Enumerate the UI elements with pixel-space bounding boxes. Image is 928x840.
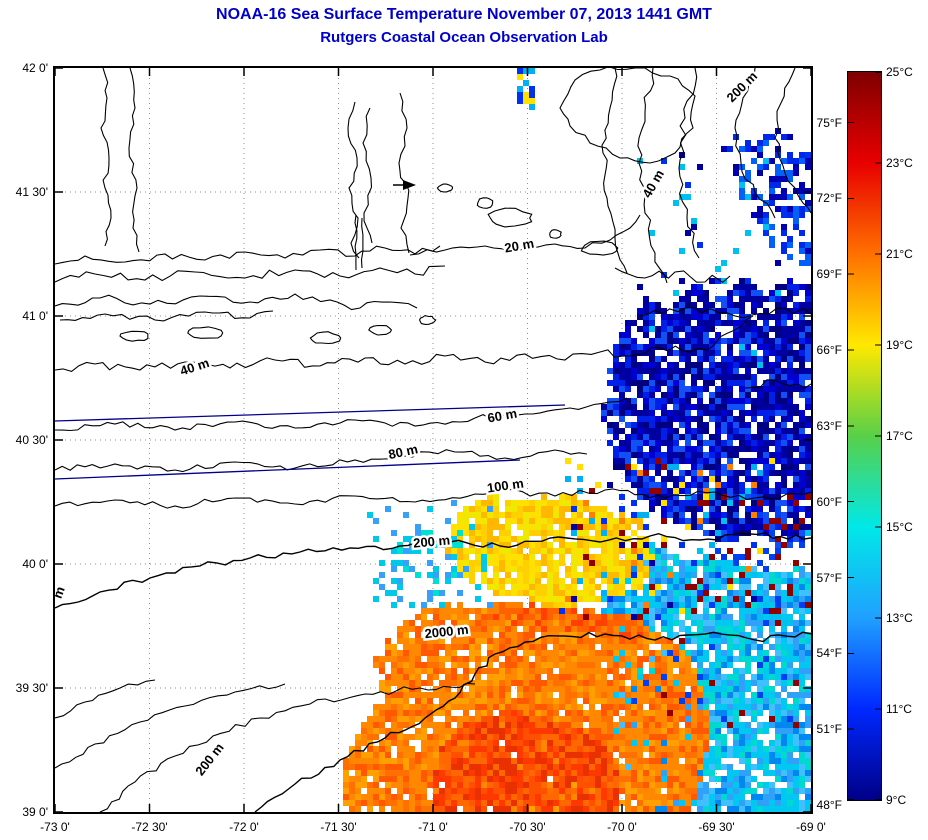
colorbar-celsius-label: 9°C xyxy=(886,793,907,807)
y-axis-label: 40 0' xyxy=(22,557,48,571)
island-contour xyxy=(436,183,454,193)
colorbar-celsius-label: 13°C xyxy=(886,611,913,625)
transect-line xyxy=(55,404,566,422)
contour-depth-label: 80 m xyxy=(387,441,419,462)
island-contour xyxy=(549,229,562,239)
bathymetry-contour xyxy=(347,101,360,259)
colorbar-fahrenheit-label: 51°F xyxy=(816,722,842,737)
contour-depth-label: 200 m xyxy=(413,532,451,550)
island-contour xyxy=(487,207,533,228)
contour-depth-label: m xyxy=(55,584,68,600)
colorbar xyxy=(847,71,882,801)
island-contour xyxy=(418,315,437,325)
bathymetry-contour xyxy=(55,293,418,311)
colorbar-celsius-label: 23°C xyxy=(886,156,913,170)
x-axis-label: -70 0' xyxy=(607,820,637,834)
bathymetry-contour xyxy=(639,306,811,319)
x-axis-label: -71 30' xyxy=(320,820,357,834)
colorbar-celsius-label: 21°C xyxy=(886,247,913,261)
bathymetry-contour xyxy=(559,68,696,164)
bathymetry-contour xyxy=(55,679,156,719)
bathymetry-contour xyxy=(55,487,811,509)
bathymetry-contour xyxy=(99,682,476,812)
x-axis-label: -69 0' xyxy=(796,820,826,834)
colorbar-celsius-label: 25°C xyxy=(886,65,913,79)
bathymetry-contour xyxy=(678,68,700,259)
map-plot-area: 20 m 40 m 40 m 60 m 80 m 100 m 200 m 2000 m 200 … xyxy=(53,66,813,814)
colorbar-fahrenheit-label: 57°F xyxy=(816,570,842,585)
colorbar-ticks xyxy=(848,72,881,800)
bathymetry-contour xyxy=(360,217,364,269)
bathymetry-contour xyxy=(55,265,446,283)
island-contour xyxy=(368,324,393,336)
bathymetry-contour xyxy=(254,631,811,812)
colorbar-fahrenheit-label: 66°F xyxy=(816,343,842,357)
contour-depth-label: 40 m xyxy=(178,355,211,378)
y-axis-label: 41 0' xyxy=(22,309,48,323)
bathymetry-contour xyxy=(744,379,811,389)
contour-depth-label: 20 m xyxy=(503,236,535,256)
bathymetry-contour xyxy=(409,214,641,256)
bathymetry-contour xyxy=(774,68,811,214)
bathymetry-contour xyxy=(59,310,274,322)
bathymetry-contour xyxy=(55,397,628,432)
y-axis-label: 39 0' xyxy=(22,805,48,819)
colorbar-fahrenheit-label: 75°F xyxy=(816,115,842,130)
island-contour xyxy=(580,240,619,256)
bathymetry-contour xyxy=(398,92,410,254)
bathymetry-contour xyxy=(55,449,588,473)
bathymetry-contour xyxy=(362,107,373,244)
colorbar-fahrenheit-label: 69°F xyxy=(816,267,842,282)
colorbar-fahrenheit-label: 54°F xyxy=(816,646,842,661)
colorbar-fahrenheit-label: 63°F xyxy=(816,418,842,433)
bathymetry-contour xyxy=(734,68,776,219)
x-axis-label: -73 0' xyxy=(40,820,70,834)
transect-line xyxy=(55,459,521,480)
contour-depth-label: 100 m xyxy=(486,476,525,496)
colorbar-fahrenheit-label: 60°F xyxy=(816,494,842,509)
contour-overlay: 20 m 40 m 40 m 60 m 80 m 100 m 200 m 2000 m 200 … xyxy=(55,68,811,812)
y-axis-label: 41 30' xyxy=(15,185,48,199)
bathymetry-contour xyxy=(614,267,731,283)
y-axis-label: 39 30' xyxy=(15,681,48,695)
y-axis-label: 40 30' xyxy=(15,433,48,447)
island-contour xyxy=(119,330,149,342)
x-axis-label: -70 30' xyxy=(509,820,546,834)
vector-arrow-head xyxy=(403,180,416,190)
colorbar-fahrenheit-label: 72°F xyxy=(816,191,842,206)
bathymetry-contour xyxy=(637,68,668,284)
bathymetry-contour xyxy=(100,68,112,247)
contour-depth-label: 2000 m xyxy=(424,622,469,642)
bathymetry-contour xyxy=(55,683,286,769)
x-axis-label: -69 30' xyxy=(698,820,735,834)
colorbar-celsius-label: 11°C xyxy=(886,702,912,716)
contour-depth-label: 60 m xyxy=(486,406,518,426)
figure-subtitle: Rutgers Coastal Ocean Observation Lab xyxy=(320,29,608,46)
island-contour xyxy=(476,197,494,209)
colorbar-celsius-label: 19°C xyxy=(886,338,913,352)
bathymetry-contour xyxy=(55,315,754,373)
colorbar-celsius-label: 17°C xyxy=(886,429,913,443)
bathymetry-contour xyxy=(354,214,358,271)
bathymetry-contour xyxy=(128,68,140,253)
island-contour xyxy=(187,326,224,339)
x-axis-label: -72 0' xyxy=(229,820,259,834)
contour-depth-label: 40 m xyxy=(639,167,667,200)
figure-title: NOAA-16 Sea Surface Temperature November… xyxy=(216,6,712,23)
contour-depth-label: 200 m xyxy=(192,740,227,778)
sst-raster xyxy=(55,68,811,812)
island-contour xyxy=(309,331,342,345)
y-axis-label: 42 0' xyxy=(22,61,48,75)
colorbar-celsius-label: 15°C xyxy=(886,520,913,534)
bathymetry-contour xyxy=(601,68,628,274)
x-axis-label: -72 30' xyxy=(131,820,168,834)
bathymetry-contour xyxy=(55,532,811,609)
colorbar-fahrenheit-label: 48°F xyxy=(816,798,842,812)
contour-depth-label: 200 m xyxy=(723,68,760,105)
x-axis-label: -71 0' xyxy=(418,820,448,834)
bathymetry-contour xyxy=(55,245,441,265)
